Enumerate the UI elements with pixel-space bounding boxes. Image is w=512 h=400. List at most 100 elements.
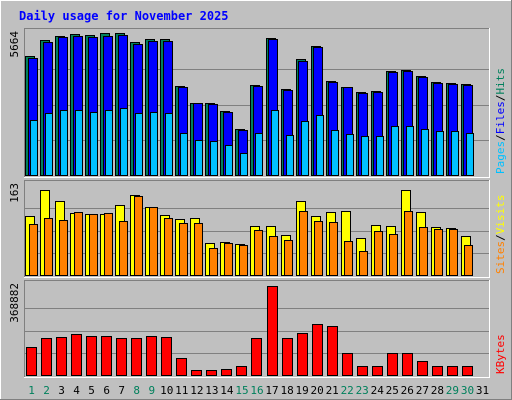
- bar-pages-day-13: [210, 141, 218, 176]
- bar-pages-day-10: [165, 113, 173, 176]
- bar-pages-day-22: [346, 134, 354, 176]
- bar-sites-day-4: [74, 212, 83, 276]
- x-tick-label: 23: [356, 384, 369, 397]
- bar-sites-day-25: [389, 234, 398, 276]
- bar-pages-day-17: [271, 110, 279, 176]
- x-tick-label: 2: [43, 384, 50, 397]
- axis-label-visits: Sites/Visits: [494, 195, 507, 275]
- x-tick-label: 5: [88, 384, 95, 397]
- bar-pages-day-23: [361, 136, 369, 176]
- x-tick-label: 3: [58, 384, 65, 397]
- bar-kbytes-day-12: [191, 370, 202, 376]
- bar-sites-day-27: [419, 227, 428, 276]
- bar-kbytes-day-5: [86, 336, 97, 376]
- bar-kbytes-day-27: [417, 361, 428, 376]
- bar-sites-day-1: [29, 224, 38, 276]
- x-tick-label: 17: [265, 384, 278, 397]
- bar-sites-day-8: [134, 196, 143, 276]
- panel-visits: 163 Sites/Visits: [8, 180, 507, 278]
- x-tick-label: 9: [148, 384, 155, 397]
- bar-sites-day-9: [149, 207, 158, 276]
- bar-sites-day-17: [269, 236, 278, 276]
- bar-pages-day-14: [225, 145, 233, 176]
- x-tick-label: 14: [220, 384, 234, 397]
- bar-kbytes-day-19: [297, 333, 308, 376]
- x-axis-day-labels: 1 2 3 4 5 6 7 8 9 10 11 12 13 14 15 16 17 18 19 20 21 22 23 24 2…: [28, 384, 489, 397]
- bar-sites-day-10: [164, 218, 173, 276]
- bar-kbytes-day-17: [267, 286, 278, 376]
- bar-kbytes-day-14: [221, 369, 232, 376]
- bar-pages-day-20: [316, 115, 324, 176]
- bar-pages-day-18: [286, 135, 294, 176]
- bar-pages-day-21: [331, 130, 339, 176]
- bar-kbytes-day-29: [447, 366, 458, 376]
- bar-pages-day-27: [421, 129, 429, 176]
- bar-sites-day-15: [239, 245, 248, 276]
- bar-pages-day-8: [135, 113, 143, 176]
- y-max-label-visits: 163: [8, 183, 21, 203]
- bar-kbytes-day-4: [71, 334, 82, 376]
- y-max-label-kbytes: 368882: [8, 283, 21, 323]
- bar-sites-day-12: [194, 223, 203, 276]
- bar-kbytes-day-18: [282, 338, 293, 376]
- x-tick-label: 18: [280, 384, 293, 397]
- bar-sites-day-20: [314, 221, 323, 276]
- x-tick-label: 6: [103, 384, 110, 397]
- bar-sites-day-29: [449, 229, 458, 276]
- bar-sites-day-13: [209, 248, 218, 276]
- bar-sites-day-30: [464, 245, 473, 276]
- chart-title: Daily usage for November 2025: [19, 9, 229, 23]
- bar-pages-day-1: [30, 120, 38, 176]
- x-tick-label: 8: [133, 384, 140, 397]
- bar-kbytes-day-24: [372, 366, 383, 376]
- bar-kbytes-day-13: [206, 370, 217, 376]
- bar-kbytes-day-22: [342, 353, 353, 376]
- bar-kbytes-day-21: [327, 326, 338, 376]
- axis-label-hits: Pages/Files/Hits: [494, 68, 507, 174]
- bar-pages-day-4: [75, 110, 83, 176]
- bar-sites-day-11: [179, 223, 188, 276]
- bar-pages-day-3: [60, 110, 68, 176]
- bar-pages-day-16: [255, 133, 263, 176]
- bar-sites-day-5: [89, 214, 98, 276]
- y-max-label-hits: 5664: [8, 31, 21, 58]
- bar-sites-day-2: [44, 218, 53, 276]
- x-tick-label: 22: [341, 384, 354, 397]
- x-tick-label: 26: [401, 384, 414, 397]
- bar-sites-day-7: [119, 221, 128, 276]
- bar-pages-day-19: [301, 121, 309, 176]
- bar-sites-day-18: [284, 240, 293, 276]
- x-tick-label: 30: [461, 384, 474, 397]
- x-tick-label: 11: [175, 384, 188, 397]
- bar-kbytes-day-15: [236, 366, 247, 376]
- x-tick-label: 13: [205, 384, 218, 397]
- bar-pages-day-12: [195, 140, 203, 176]
- x-tick-label: 29: [446, 384, 459, 397]
- bar-kbytes-day-25: [387, 353, 398, 376]
- x-tick-label: 1: [28, 384, 35, 397]
- bar-kbytes-day-28: [432, 366, 443, 376]
- bar-kbytes-day-26: [402, 353, 413, 376]
- x-tick-label: 12: [190, 384, 203, 397]
- x-tick-label: 21: [326, 384, 339, 397]
- bar-sites-day-19: [299, 211, 308, 276]
- bar-pages-day-7: [120, 108, 128, 176]
- x-tick-label: 31: [476, 384, 489, 397]
- bar-sites-day-28: [434, 229, 443, 276]
- bar-sites-day-3: [59, 220, 68, 276]
- bar-sites-day-14: [224, 243, 233, 276]
- bar-sites-day-26: [404, 211, 413, 276]
- bar-pages-day-5: [90, 112, 98, 176]
- x-tick-label: 28: [431, 384, 444, 397]
- bar-pages-day-29: [451, 131, 459, 176]
- x-tick-label: 27: [416, 384, 429, 397]
- x-tick-label: 15: [235, 384, 248, 397]
- bar-kbytes-day-30: [462, 366, 473, 376]
- x-tick-label: 4: [73, 384, 80, 397]
- bar-sites-day-23: [359, 251, 368, 276]
- bar-pages-day-2: [45, 113, 53, 176]
- bar-kbytes-day-23: [357, 366, 368, 376]
- bar-kbytes-day-1: [26, 347, 37, 376]
- bar-kbytes-day-8: [131, 338, 142, 376]
